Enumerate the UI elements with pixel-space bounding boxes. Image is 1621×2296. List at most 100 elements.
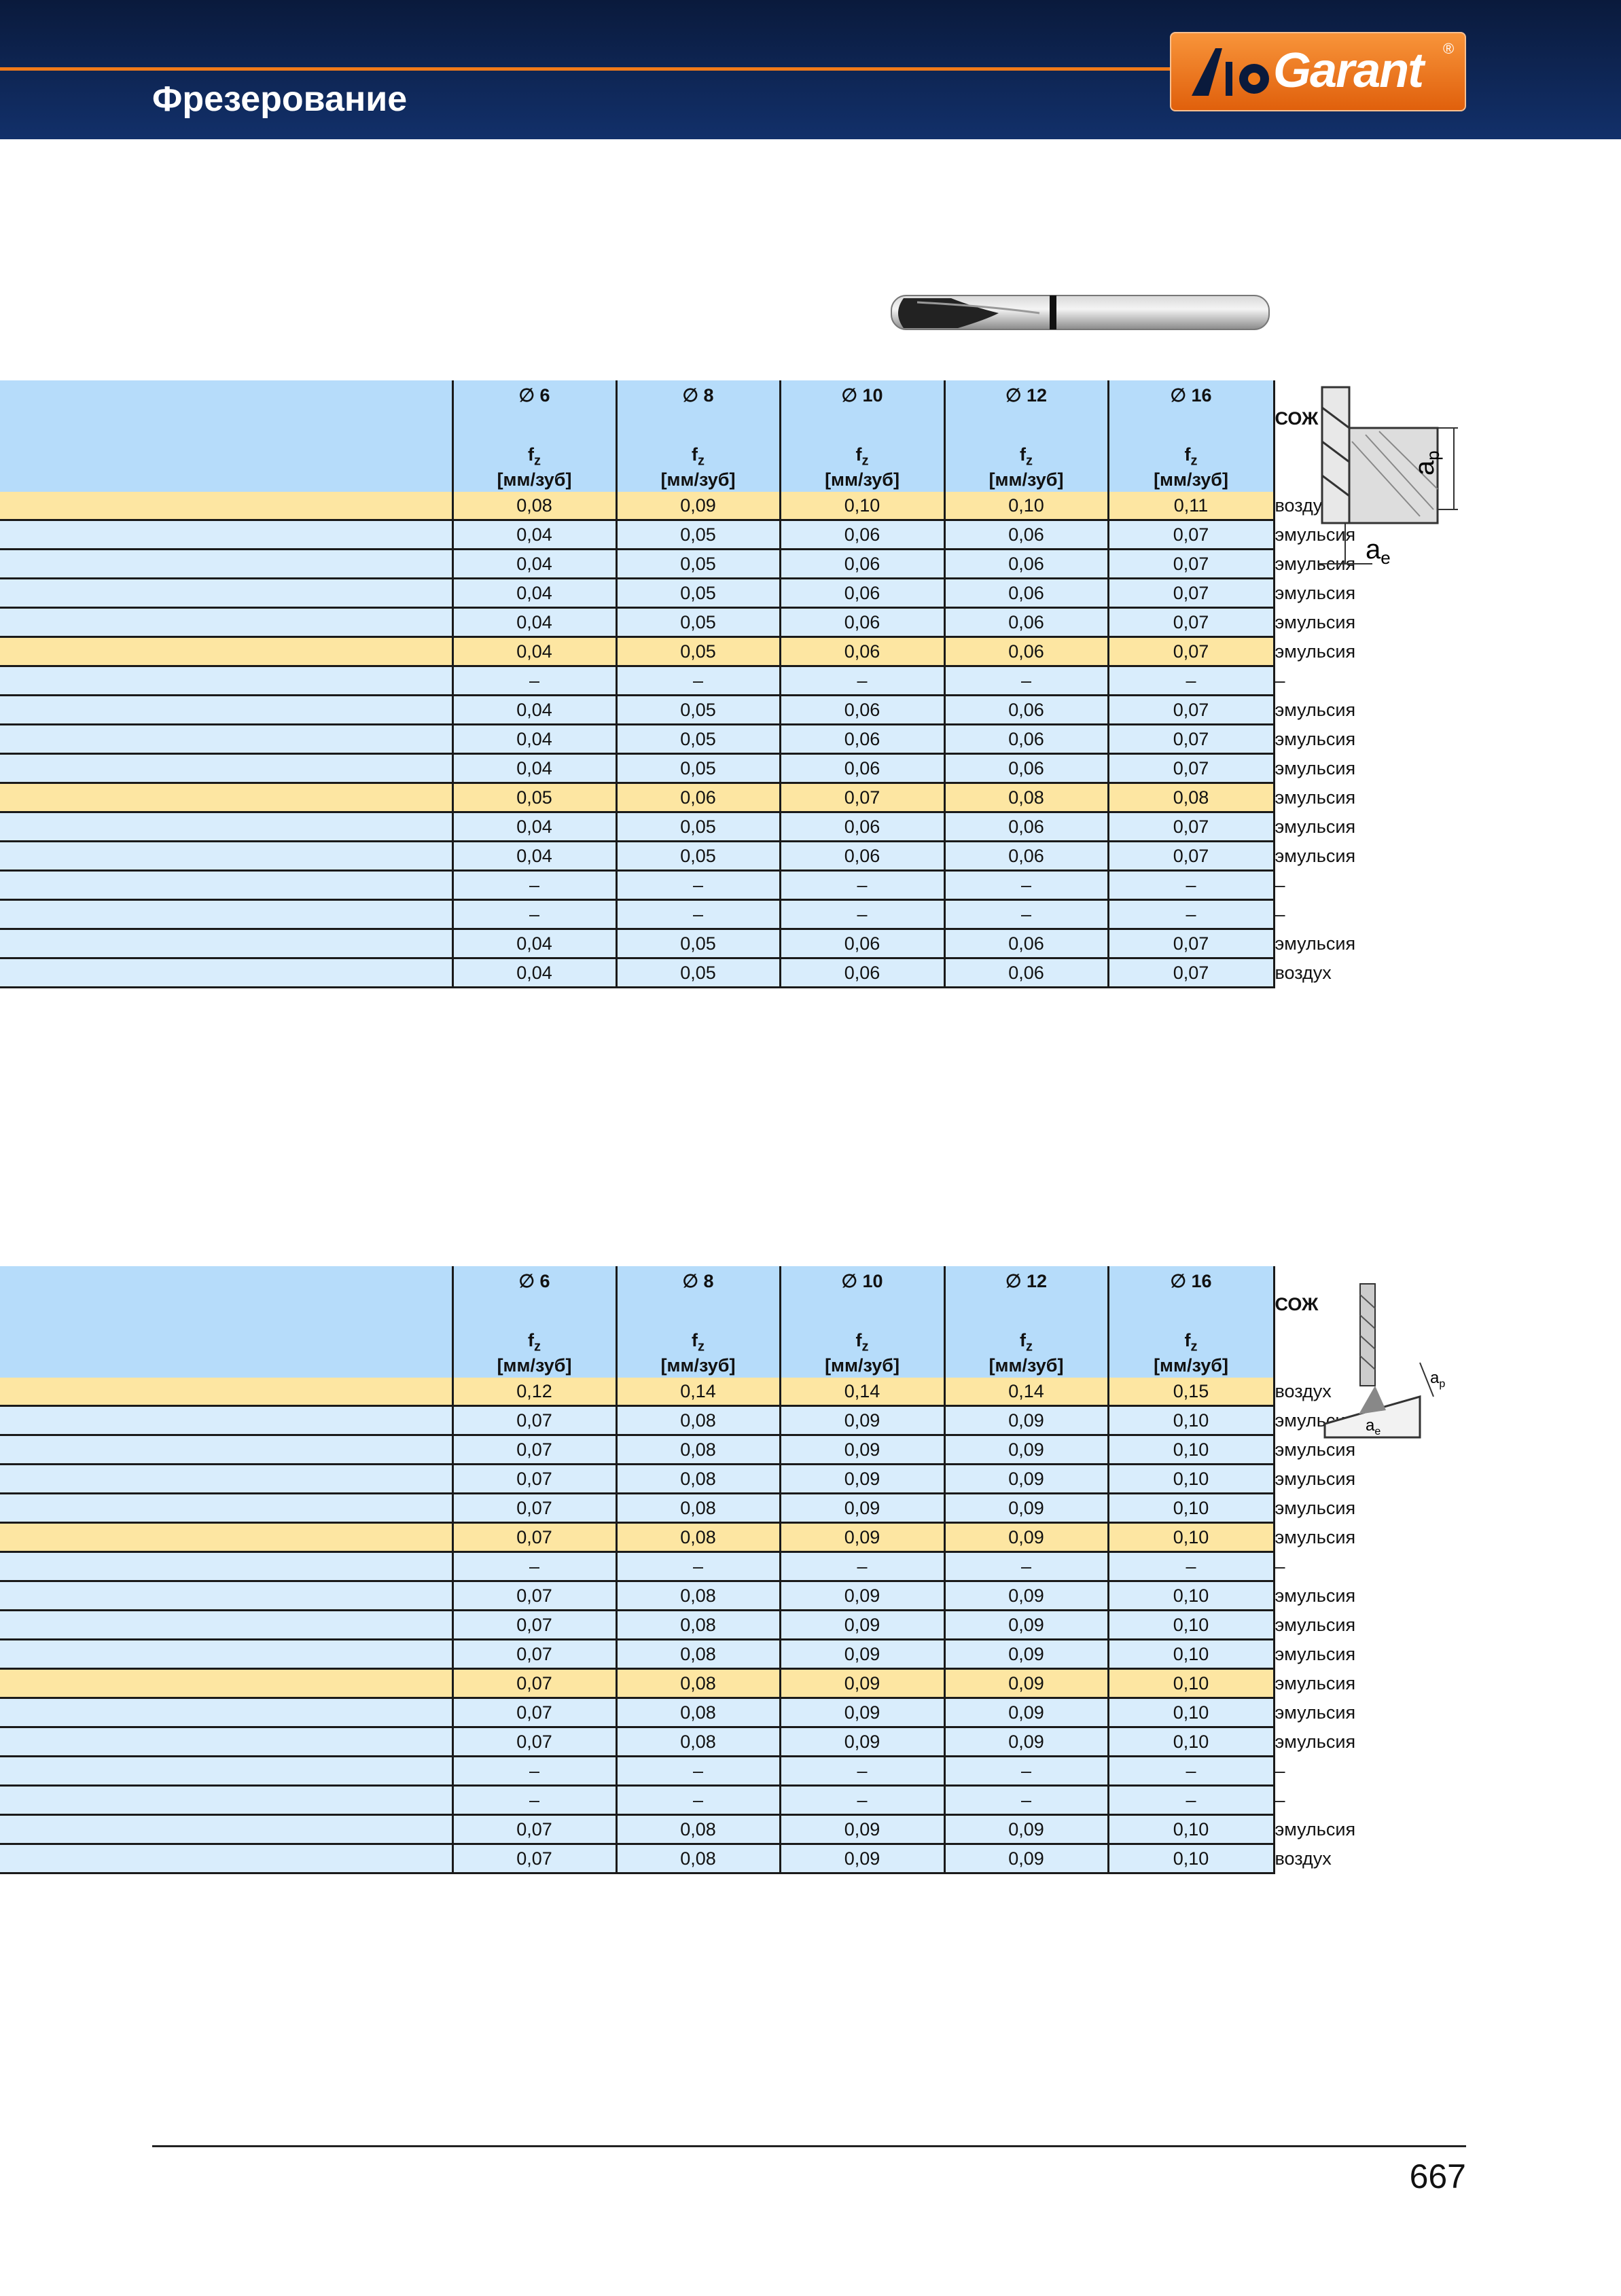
diameter: ∅ 12 (1005, 385, 1048, 406)
table-cell: 0,14 (615, 1378, 780, 1407)
table-cell: 0,09 (779, 1814, 944, 1845)
table-cell (0, 1435, 452, 1465)
diagram-label: ae (1366, 535, 1391, 568)
table-cell (0, 1522, 452, 1553)
symbol-subscript: z (861, 1339, 869, 1355)
symbol: f (1020, 1330, 1026, 1351)
table-cell: 0,07 (1107, 753, 1274, 784)
table-cell: 0,10 (1107, 1522, 1274, 1553)
table-cell: 0,05 (615, 607, 780, 638)
diameter: ∅ 16 (1170, 385, 1212, 406)
table-cell: 0,10 (1107, 1814, 1274, 1845)
table-cell: 0,06 (943, 549, 1108, 579)
header-row: ∅ 6 fz [мм/зуб] ∅ 8 fz [мм/зуб] ∅ 10 fz [мм/зуб]… (0, 380, 1318, 492)
symbol-subscript: z (698, 453, 705, 469)
header-bottom: fz [мм/зуб] (946, 444, 1107, 490)
header-bottom: fz [мм/зуб] (618, 444, 779, 490)
table-cell: 0,10 (1107, 1639, 1274, 1670)
table-row: 0,07 0,08 0,09 0,09 0,10 эмульсия (0, 1639, 1355, 1670)
table-row: 0,04 0,05 0,06 0,06 0,07 эмульсия (0, 841, 1355, 872)
table-cell: 0,06 (943, 958, 1108, 988)
header-bottom: fz [мм/зуб] (781, 444, 944, 490)
table-cell: 0,05 (615, 578, 780, 609)
table-row: 0,04 0,05 0,06 0,06 0,07 эмульсия (0, 549, 1355, 579)
table-cell: 0,05 (615, 724, 780, 755)
feed-symbol: fz (946, 1330, 1107, 1354)
feed-symbol: fz (454, 1330, 616, 1354)
table-body: 0,12 0,14 0,14 0,14 0,15 воздух 0,07 0,08 0,09 0,… (0, 1378, 1355, 1874)
table-cell: – (779, 666, 944, 696)
table-cell (0, 1844, 452, 1874)
header-stack: ∅ 6 fz [мм/зуб] (454, 1266, 616, 1376)
table-cell: 0,04 (451, 520, 616, 550)
table-cell: – (615, 666, 780, 696)
table-cell: 0,07 (451, 1493, 616, 1524)
header-bottom: fz [мм/зуб] (618, 1330, 779, 1376)
table-cell: 0,07 (451, 1464, 616, 1494)
table-cell: 0,09 (943, 1698, 1108, 1728)
diameter: ∅ 6 (518, 1271, 550, 1291)
table-cell: 0,09 (943, 1493, 1108, 1524)
unit: [мм/зуб] (988, 1355, 1064, 1376)
table-cell: 0,10 (1107, 1668, 1274, 1699)
feed-symbol: fz (618, 1330, 779, 1354)
feed-symbol: fz (1109, 444, 1273, 469)
table-cell: 0,08 (615, 1610, 780, 1640)
header-bottom: fz [мм/зуб] (454, 1330, 616, 1376)
table-cell (0, 783, 452, 813)
table-cell: 0,07 (451, 1435, 616, 1465)
feed-table: ∅ 6 fz [мм/зуб] ∅ 8 fz [мм/зуб] ∅ 10 fz [мм/зуб]… (0, 380, 1355, 988)
table-cell: 0,15 (1107, 1378, 1274, 1407)
table-cell: 0,09 (943, 1727, 1108, 1757)
table-cell: 0,08 (615, 1522, 780, 1553)
unit: [мм/зуб] (825, 1355, 899, 1376)
table-cell: – (615, 1551, 780, 1582)
table-cell: 0,05 (615, 929, 780, 959)
table-cell: 0,07 (451, 1844, 616, 1874)
table-cell: 0,06 (943, 578, 1108, 609)
logo-icon (1192, 48, 1269, 96)
table-cell (0, 812, 452, 842)
header-stack: ∅ 16 fz [мм/зуб] (1109, 380, 1273, 490)
symbol-subscript: z (1190, 453, 1198, 469)
table-cell: 0,06 (779, 549, 944, 579)
table-cell: 0,10 (1107, 1435, 1274, 1465)
table-head: ∅ 6 fz [мм/зуб] ∅ 8 fz [мм/зуб] ∅ 10 fz [мм/зуб]… (0, 380, 1318, 492)
table-row: 0,04 0,05 0,06 0,06 0,07 эмульсия (0, 520, 1355, 550)
symbol: f (855, 1330, 862, 1351)
header-bottom: fz [мм/зуб] (1109, 444, 1273, 490)
table-cell: 0,09 (779, 1698, 944, 1728)
table-cell: – (779, 1551, 944, 1582)
header-bar: Фрезерование Garant ® (0, 0, 1621, 139)
table-row: – – – – – – (0, 666, 1285, 696)
table-cell: 0,09 (779, 1581, 944, 1611)
table-cell: – (451, 870, 616, 901)
diameter: ∅ 8 (682, 1271, 714, 1291)
table-cell: 0,08 (615, 1639, 780, 1670)
table-row: 0,07 0,08 0,09 0,09 0,10 эмульсия (0, 1727, 1355, 1757)
table-cell (0, 666, 452, 696)
table-cell: 0,08 (615, 1844, 780, 1874)
header-stack: ∅ 10 fz [мм/зуб] (781, 380, 944, 490)
table-cell: 0,04 (451, 607, 616, 638)
table-cell: – (779, 870, 944, 901)
table-cell (0, 958, 452, 988)
table-cell: 0,07 (451, 1668, 616, 1699)
table-cell: 0,10 (1107, 1405, 1274, 1436)
table-cell: 0,07 (1107, 578, 1274, 609)
table-cell: 0,08 (1107, 783, 1274, 813)
header-bottom: fz [мм/зуб] (946, 1330, 1107, 1376)
table-cell: 0,05 (615, 812, 780, 842)
diagram-label: ap (1430, 1369, 1445, 1390)
tool-image (891, 295, 1270, 330)
table-cell (0, 1581, 452, 1611)
header-cell (0, 1266, 452, 1378)
table-cell: – (943, 899, 1108, 930)
table-cell: 0,07 (779, 783, 944, 813)
table-cell: 0,09 (943, 1844, 1108, 1874)
table-cell: 0,09 (779, 1464, 944, 1494)
table-cell: 0,08 (451, 492, 616, 521)
table-cell: 0,10 (1107, 1464, 1274, 1494)
header-cell: ∅ 10 fz [мм/зуб] (779, 1266, 944, 1378)
